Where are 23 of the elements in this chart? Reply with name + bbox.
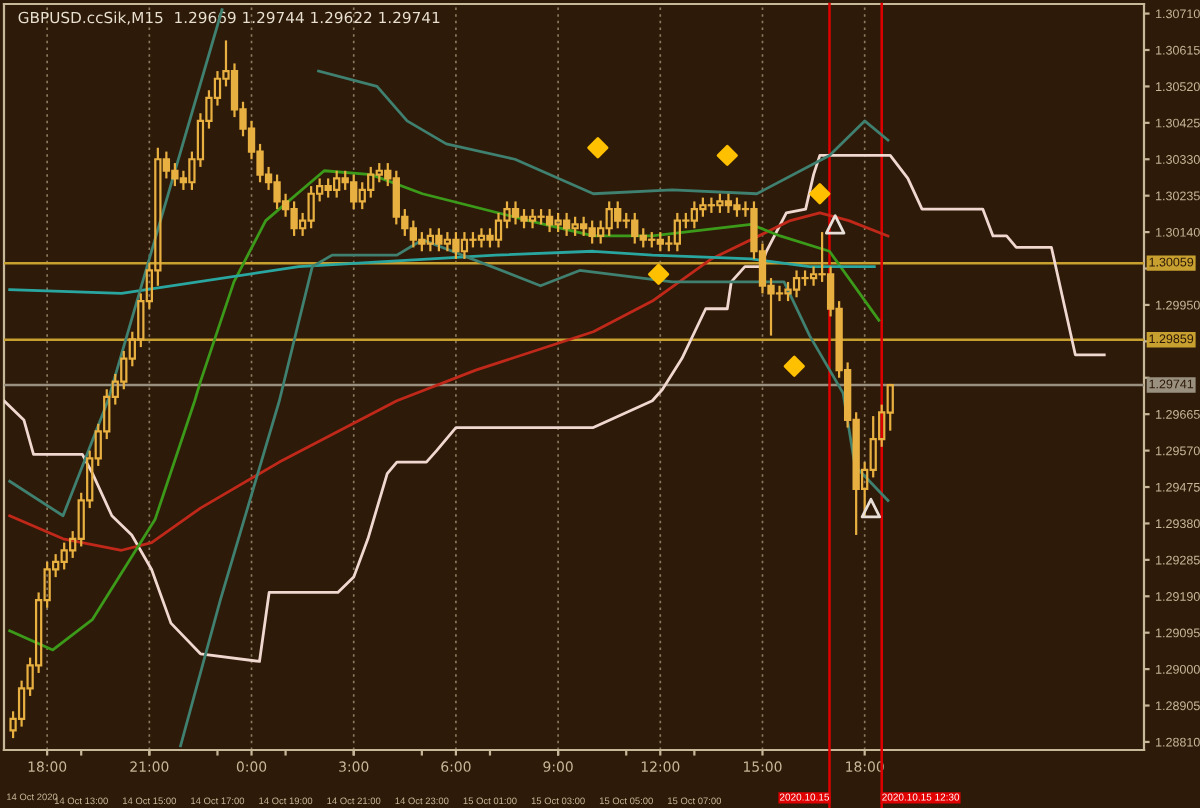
candlestick bbox=[460, 230, 469, 261]
line-series bbox=[8, 169, 881, 652]
candlestick bbox=[724, 192, 733, 215]
point bbox=[809, 183, 831, 205]
line-series bbox=[4, 154, 1106, 663]
line-series bbox=[8, 249, 876, 295]
point bbox=[860, 497, 882, 519]
line-series bbox=[179, 238, 890, 748]
candlestick bbox=[792, 269, 801, 299]
point bbox=[587, 137, 609, 159]
candlestick bbox=[528, 207, 537, 230]
candlestick bbox=[494, 211, 503, 249]
candlestick bbox=[775, 284, 784, 303]
point bbox=[716, 144, 738, 167]
line-series bbox=[8, 211, 890, 552]
point bbox=[783, 355, 805, 377]
candlestick bbox=[511, 200, 520, 226]
candlestick bbox=[545, 207, 554, 234]
point bbox=[647, 263, 670, 285]
candlestick bbox=[809, 265, 818, 287]
point bbox=[824, 214, 846, 235]
candlestick bbox=[443, 230, 452, 253]
candlestick bbox=[477, 227, 486, 249]
